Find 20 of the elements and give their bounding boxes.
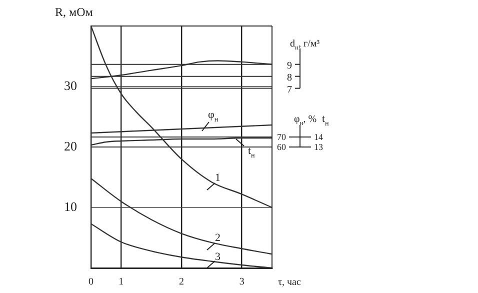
x-tick-label: 2: [179, 276, 184, 288]
y2-tick-label: 7: [287, 84, 292, 96]
x-tick-label: 0: [88, 276, 94, 288]
text: 13: [314, 142, 324, 152]
annotation: 1: [215, 172, 220, 184]
y3-tick-label: 60: [277, 142, 286, 152]
x-axis-title: τ, час: [278, 277, 302, 288]
x-tick-label: 1: [118, 276, 124, 288]
x-tick-label: 3: [239, 276, 244, 288]
line-series: [91, 26, 272, 208]
y-axis-title: R, мОм: [55, 5, 94, 19]
y3-tick-label: 70: [277, 132, 286, 142]
y-tick-label: 10: [64, 198, 77, 214]
annotation: 3: [215, 251, 221, 263]
y-tick-label: 30: [64, 78, 77, 93]
y2-tick-label: 8: [287, 72, 292, 84]
y-tick-label: 20: [64, 138, 77, 154]
y2-tick-label: 9: [287, 60, 292, 72]
annotation: 2: [215, 232, 220, 244]
text: 14: [314, 132, 324, 142]
